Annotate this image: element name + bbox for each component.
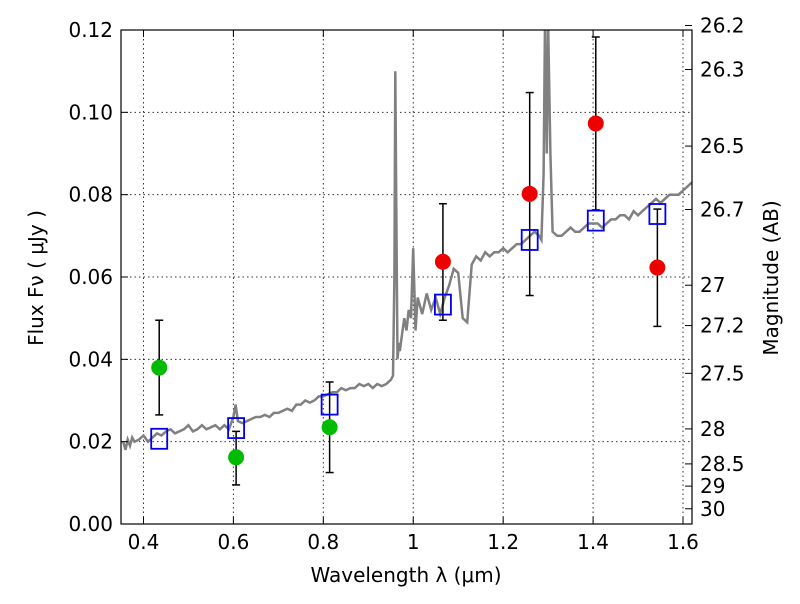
- data-point-square: [434, 293, 452, 316]
- data-points: [150, 36, 667, 486]
- right-tick-label: 26.7: [700, 197, 745, 221]
- y-tick-label: 0.12: [68, 18, 113, 42]
- data-point-circle: [151, 359, 168, 376]
- data-point-circle: [587, 115, 604, 132]
- y-tick-label: 0.00: [68, 512, 113, 536]
- data-point-square: [150, 427, 169, 450]
- data-point-circle: [649, 259, 666, 276]
- x-tick-label: 0.8: [307, 530, 339, 554]
- data-point-circle: [321, 419, 338, 436]
- data-point-square: [320, 393, 339, 416]
- x-tick-label: 1.2: [487, 530, 519, 554]
- data-point-circle: [228, 449, 245, 466]
- data-point-circle: [434, 253, 451, 270]
- right-tick-label: 26.2: [700, 13, 745, 37]
- data-point-square: [586, 209, 605, 232]
- y-tick-label: 0.08: [68, 183, 113, 207]
- data-point-circle: [521, 185, 538, 202]
- data-point-square: [520, 229, 539, 251]
- model-spectrum: [121, 30, 692, 451]
- y-tick-label: 0.02: [68, 430, 113, 454]
- x-tick-label: 1.6: [667, 530, 699, 554]
- y-tick-label: 0.10: [68, 100, 113, 124]
- axes: 0.4 0.6 0.8 1 1.2 1.4 1.6 0.00 0.02 0.04 0.06 0.08 0…: [68, 13, 744, 554]
- grid: [121, 29, 692, 525]
- right-tick-label: 27: [700, 273, 725, 297]
- right-tick-label: 27.2: [700, 314, 745, 338]
- y-tick-label: 0.04: [68, 347, 113, 371]
- data-point-square: [227, 417, 245, 439]
- right-tick-label: 29: [700, 474, 725, 498]
- right-axis-label: Magnitude (AB): [759, 200, 783, 355]
- y-axis-label: Flux Fν ( μJy ): [24, 210, 48, 346]
- right-tick-label: 26.3: [700, 58, 745, 82]
- data-point-square: [648, 203, 667, 225]
- y-tick-label: 0.06: [68, 265, 113, 289]
- x-tick-label: 1: [407, 530, 420, 554]
- right-tick-label: 28.5: [700, 452, 745, 476]
- model-spectrum-line: [121, 30, 692, 451]
- right-tick-label: 26.5: [700, 134, 745, 158]
- x-tick-label: 1.4: [577, 530, 609, 554]
- x-tick-label: 0.6: [217, 530, 249, 554]
- x-axis-label: Wavelength λ (μm): [310, 563, 501, 587]
- x-tick-label: 0.4: [128, 530, 160, 554]
- right-tick-label: 27.5: [700, 361, 745, 385]
- right-tick-label: 28: [700, 417, 725, 441]
- right-tick-label: 30: [700, 497, 725, 521]
